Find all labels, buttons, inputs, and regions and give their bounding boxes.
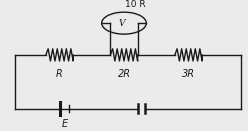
Text: 10 R: 10 R: [125, 0, 146, 9]
Circle shape: [102, 12, 146, 34]
Text: 2R: 2R: [118, 69, 130, 79]
Text: R: R: [56, 69, 63, 79]
Text: 3R: 3R: [182, 69, 195, 79]
Text: E: E: [62, 119, 67, 129]
Text: V: V: [118, 19, 125, 28]
